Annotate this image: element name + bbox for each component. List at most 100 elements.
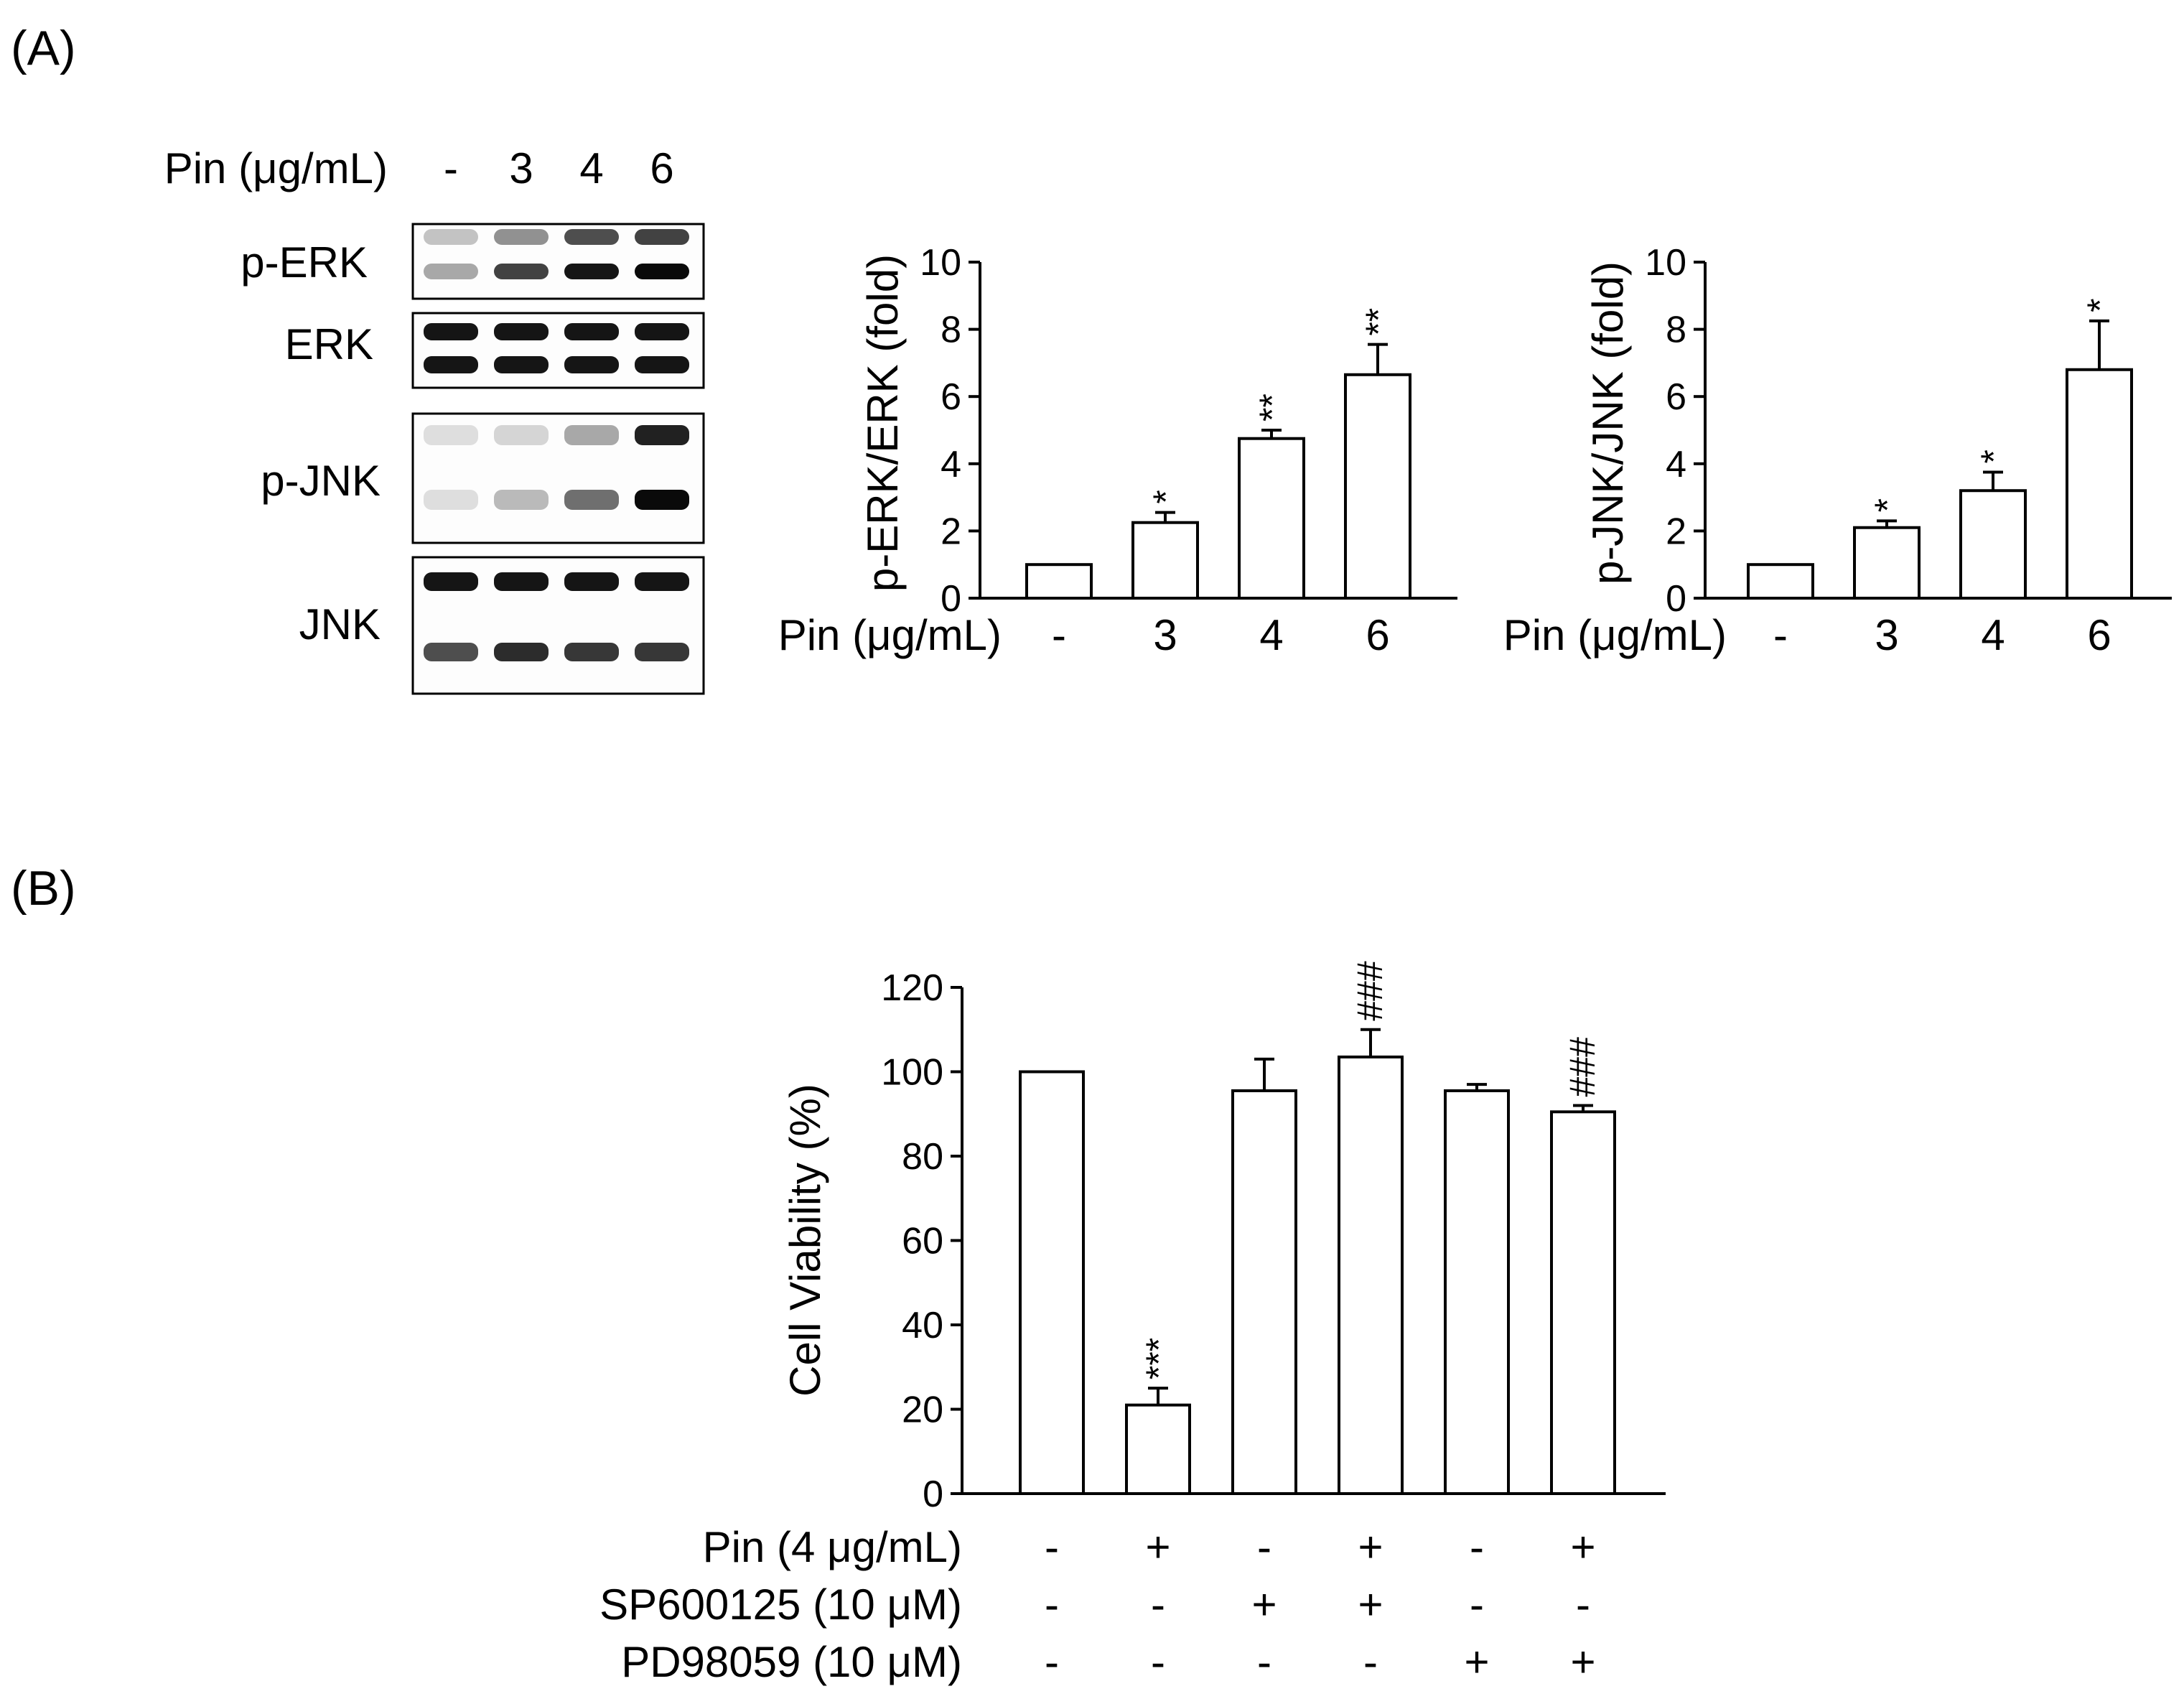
y-axis-label: Cell Viability (%) — [781, 1084, 829, 1397]
x-tick-label: 6 — [2087, 611, 2111, 659]
y-tick-label: 6 — [941, 376, 961, 418]
treatment-value: + — [1145, 1523, 1170, 1571]
blot-lane-label: 6 — [650, 144, 673, 192]
x-axis-label: Pin (μg/mL) — [1503, 611, 1727, 659]
y-tick-label: 80 — [902, 1136, 943, 1178]
chart-perk-erk: p-ERK/ERK (fold) Pin (μg/mL) 0 2 4 6 8 10 - * 3 *… — [778, 242, 1457, 659]
x-tick-label: 3 — [1875, 611, 1898, 659]
blot-band — [424, 229, 478, 245]
treatment-value: + — [1570, 1523, 1595, 1571]
blot-row-label: p-JNK — [261, 457, 381, 505]
blot-band — [564, 356, 619, 373]
blot-band — [564, 264, 619, 279]
blot-band — [494, 264, 549, 279]
y-tick-label: 4 — [941, 444, 961, 485]
bar — [1019, 1070, 1085, 1495]
treatment-value: - — [1257, 1523, 1271, 1571]
blot-band — [635, 356, 689, 373]
y-tick-label: 100 — [881, 1052, 943, 1094]
treatment-label: Pin (4 μg/mL) — [703, 1523, 962, 1571]
x-axis-label: Pin (μg/mL) — [778, 611, 1002, 659]
treatment-value: - — [1576, 1581, 1590, 1629]
blot-band — [564, 229, 619, 245]
bar — [1025, 563, 1093, 600]
blot-header-label: Pin (μg/mL) — [164, 144, 388, 192]
y-tick-label: 0 — [941, 578, 961, 620]
blot-band — [564, 643, 619, 661]
y-tick-label: 10 — [920, 242, 961, 284]
bar — [1550, 1110, 1616, 1495]
treatment-value: + — [1251, 1581, 1277, 1629]
x-tick-label: - — [1773, 611, 1788, 659]
blot-band — [424, 425, 478, 445]
x-tick-label: 4 — [1259, 611, 1283, 659]
blot-lane-label: - — [444, 144, 458, 192]
x-tick-label: 3 — [1153, 611, 1177, 659]
y-tick-label: 0 — [1666, 578, 1686, 620]
significance-marker: ### — [1562, 1037, 1602, 1097]
blot-band — [424, 490, 478, 510]
blot-band — [635, 572, 689, 591]
significance-marker: ** — [1252, 394, 1292, 422]
blot-band — [635, 323, 689, 340]
y-tick-label: 20 — [902, 1390, 943, 1431]
blot-band — [564, 323, 619, 340]
blot-band — [564, 572, 619, 591]
bar — [1344, 373, 1411, 600]
y-tick-label: 2 — [1666, 511, 1686, 552]
treatment-value: - — [1470, 1581, 1484, 1629]
blot-band — [635, 229, 689, 245]
bar — [1959, 489, 2027, 600]
significance-marker: * — [2080, 298, 2120, 312]
treatment-value: - — [1151, 1581, 1165, 1629]
y-tick-label: 2 — [941, 511, 961, 552]
significance-marker: * — [1867, 498, 1908, 512]
blot-band — [424, 643, 478, 661]
blot-band — [424, 356, 478, 373]
x-tick-label: 4 — [1981, 611, 2005, 659]
significance-marker: * — [1146, 490, 1186, 503]
blot-band — [494, 490, 549, 510]
blot-band — [494, 425, 549, 445]
blot-band — [635, 425, 689, 445]
treatment-value: - — [1045, 1581, 1059, 1629]
blot-band — [564, 425, 619, 445]
bar — [1131, 521, 1199, 600]
bar — [1125, 1403, 1191, 1495]
blot-band — [635, 643, 689, 661]
blot-band — [494, 572, 549, 591]
blot-band — [424, 572, 478, 591]
y-tick-label: 0 — [923, 1474, 943, 1515]
y-tick-label: 6 — [1666, 376, 1686, 418]
blot-band — [494, 643, 549, 661]
y-tick-label: 40 — [902, 1305, 943, 1346]
y-tick-label: 120 — [881, 967, 943, 1009]
blot-band — [424, 323, 478, 340]
x-tick-label: 6 — [1366, 611, 1389, 659]
treatment-value: + — [1358, 1581, 1383, 1629]
chart-pjnk-jnk: p-JNK/JNK (fold) Pin (μg/mL) 0 2 4 6 8 10 - * 3 *… — [1503, 242, 2172, 659]
panel-label-a: (A) — [11, 21, 76, 75]
blot-band — [494, 356, 549, 373]
x-tick-label: - — [1052, 611, 1066, 659]
significance-marker: * — [1974, 450, 2014, 463]
chart-cell-viability: Cell Viability (%) Pin (4 μg/mL) SP60012… — [599, 961, 1666, 1686]
blot-band — [424, 264, 478, 279]
bar — [1338, 1055, 1404, 1495]
treatment-value: - — [1257, 1638, 1271, 1686]
blot-band — [564, 490, 619, 510]
treatment-label: SP600125 (10 μM) — [599, 1581, 962, 1629]
y-tick-label: 8 — [941, 309, 961, 351]
treatment-value: + — [1570, 1638, 1595, 1686]
bar — [1747, 563, 1814, 600]
blot-lane-label: 3 — [509, 144, 533, 192]
y-tick-label: 10 — [1645, 242, 1686, 284]
y-axis-label: p-JNK/JNK (fold) — [1584, 261, 1632, 585]
significance-marker: *** — [1139, 1338, 1179, 1379]
blot-band — [494, 323, 549, 340]
blot-band — [635, 490, 689, 510]
treatment-value: - — [1045, 1523, 1059, 1571]
y-tick-label: 4 — [1666, 444, 1686, 485]
blot-lane-label: 4 — [579, 144, 603, 192]
